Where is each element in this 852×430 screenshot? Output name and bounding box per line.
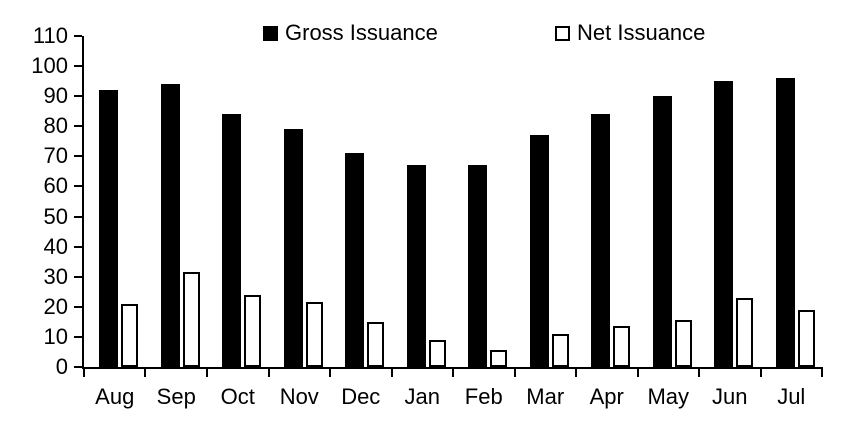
- y-tick-label-20: 20: [43, 293, 68, 319]
- category-jul: [761, 36, 823, 367]
- x-axis-label-feb: Feb: [464, 384, 503, 409]
- x-tick-6: [452, 367, 454, 377]
- y-tick-label-80: 80: [43, 113, 68, 139]
- net-issuance-bar-nov: [305, 302, 323, 367]
- y-tick-label-10: 10: [43, 323, 68, 349]
- category-aug: [84, 36, 146, 367]
- gross-issuance-bar-feb: [468, 165, 487, 367]
- x-axis-label-may: May: [647, 384, 690, 409]
- y-tick-0: [74, 366, 82, 368]
- bars-container: [84, 36, 822, 367]
- y-tick-10: [74, 335, 82, 338]
- category-dec: [330, 36, 392, 367]
- category-mar: [515, 36, 577, 367]
- y-tick-80: [74, 125, 82, 128]
- x-axis-label-jul: Jul: [777, 384, 806, 409]
- y-tick-30: [74, 275, 82, 278]
- y-tick-110: [74, 35, 82, 37]
- x-tick-9: [636, 367, 639, 377]
- x-tick-7: [513, 367, 516, 377]
- net-issuance-bar-aug: [121, 304, 138, 367]
- gross-issuance-bar-jan: [406, 165, 426, 367]
- category-jun: [699, 36, 761, 367]
- legend-item-gross-issuance: Gross Issuance: [263, 20, 438, 46]
- y-tick-60: [74, 185, 82, 188]
- x-axis-label-jan: Jan: [404, 384, 440, 409]
- x-tick-4: [328, 367, 331, 377]
- legend-filled-square-icon: [263, 25, 278, 41]
- x-tick-3: [267, 367, 270, 377]
- gross-issuance-bar-jul: [775, 78, 795, 367]
- y-tick-50: [74, 215, 82, 218]
- x-tick-1: [144, 367, 147, 377]
- y-tick-label-40: 40: [43, 233, 68, 259]
- gross-issuance-bar-jun: [714, 81, 733, 367]
- net-issuance-bar-jul: [797, 310, 815, 367]
- category-nov: [269, 36, 331, 367]
- category-feb: [453, 36, 515, 367]
- gross-issuance-bar-sep: [160, 84, 180, 367]
- y-tick-100: [74, 65, 82, 68]
- category-sep: [146, 36, 208, 367]
- x-axis-label-sep: Sep: [156, 384, 196, 409]
- gross-issuance-bar-nov: [283, 129, 303, 367]
- category-may: [638, 36, 700, 367]
- legend-label-net-issuance: Net Issuance: [577, 20, 706, 45]
- y-tick-label-90: 90: [43, 83, 68, 109]
- net-issuance-bar-jun: [736, 298, 753, 367]
- y-tick-70: [74, 155, 82, 158]
- gross-issuance-bar-oct: [222, 114, 241, 367]
- x-tick-10: [698, 367, 700, 377]
- x-tick-8: [574, 367, 577, 377]
- y-tick-label-30: 30: [43, 263, 68, 289]
- net-issuance-bar-dec: [367, 322, 384, 367]
- x-tick-0: [83, 367, 85, 377]
- x-axis-label-aug: Aug: [95, 384, 135, 409]
- y-tick-40: [74, 245, 82, 248]
- x-axis-label-nov: Nov: [279, 384, 319, 409]
- x-axis-label-oct: Oct: [220, 384, 255, 409]
- x-axis-label-mar: Mar: [526, 384, 565, 409]
- net-issuance-bar-oct: [244, 295, 261, 367]
- gross-issuance-bar-dec: [345, 153, 364, 367]
- gross-issuance-bar-may: [652, 96, 672, 367]
- net-issuance-bar-apr: [613, 326, 630, 367]
- x-tick-12: [821, 367, 823, 377]
- x-tick-5: [390, 367, 393, 377]
- y-tick-90: [74, 95, 82, 98]
- gross-issuance-bar-aug: [99, 90, 118, 367]
- net-issuance-bar-sep: [182, 272, 200, 367]
- legend-label-gross-issuance: Gross Issuance: [285, 20, 438, 45]
- net-issuance-bar-feb: [490, 350, 507, 367]
- x-tick-2: [205, 367, 208, 377]
- x-axis-label-apr: Apr: [589, 384, 624, 409]
- legend-outlined-square-icon: [555, 25, 570, 41]
- x-axis-labels: Aug Sep Oct Nov Dec Jan Feb Mar Apr May Jun Jul: [84, 383, 822, 410]
- gross-issuance-bar-mar: [529, 135, 549, 367]
- y-tick-label-70: 70: [43, 143, 68, 169]
- plot-area: 0 10 20 30 40 50 60 70 80 90 100 110: [31, 23, 823, 379]
- x-axis-label-jun: Jun: [712, 384, 748, 409]
- y-tick-label-100: 100: [31, 53, 68, 79]
- category-apr: [576, 36, 638, 367]
- x-tick-11: [759, 367, 762, 377]
- legend-item-net-issuance: Net Issuance: [555, 20, 705, 46]
- gross-issuance-bar-apr: [591, 114, 610, 367]
- net-issuance-bar-may: [674, 320, 692, 367]
- x-axis-label-dec: Dec: [341, 384, 381, 409]
- category-oct: [207, 36, 269, 367]
- y-tick-label-60: 60: [43, 173, 68, 199]
- net-issuance-bar-mar: [551, 334, 569, 367]
- y-tick-label-50: 50: [43, 203, 68, 229]
- net-issuance-bar-jan: [428, 340, 446, 367]
- y-tick-label-110: 110: [32, 23, 68, 48]
- category-jan: [392, 36, 454, 367]
- y-tick-20: [74, 305, 82, 308]
- y-tick-label-0: 0: [55, 354, 68, 379]
